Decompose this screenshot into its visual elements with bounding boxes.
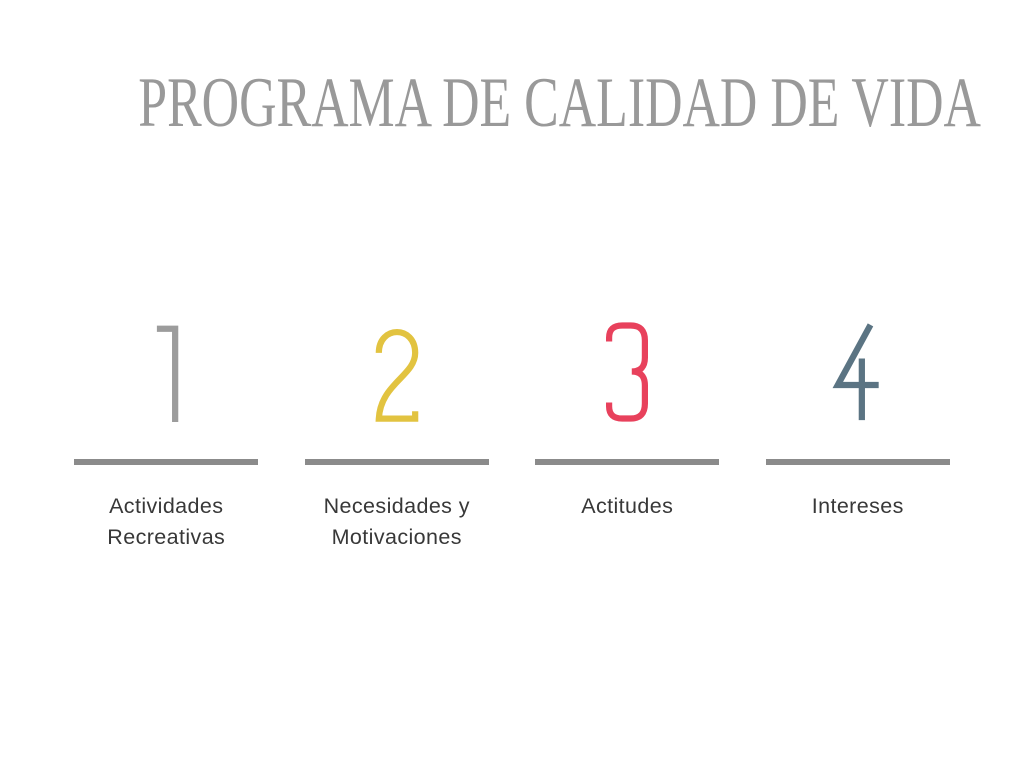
step-item-2: 2 Necesidades y Motivaciones (282, 322, 513, 553)
step-label-2: Necesidades y Motivaciones (323, 494, 470, 549)
step-label-4: Intereses (811, 494, 904, 518)
steps-row: 1 Actividades Recreativas 2 Necesidades … (51, 322, 973, 553)
step-label-3: Actitudes (581, 494, 674, 518)
slide-title: PROGRAMA DE CALIDAD DE VIDA (138, 63, 981, 142)
step-divider-3 (535, 459, 720, 465)
step-divider-4 (765, 459, 950, 465)
digit-2-glyph (375, 328, 419, 422)
digit-1-glyph (156, 325, 179, 422)
step-item-3: 3 Actitudes (512, 322, 743, 553)
step-item-4: 4 Intereses (743, 322, 974, 553)
step-number-3: 3 (606, 322, 649, 422)
step-divider-2 (304, 459, 489, 465)
digit-3-glyph (606, 322, 649, 422)
step-label-1: Actividades Recreativas (107, 494, 226, 549)
step-number-1: 1 (154, 322, 179, 422)
step-number-2: 2 (375, 322, 419, 422)
step-number-4: 4 (832, 322, 884, 422)
step-divider-1 (74, 459, 259, 465)
digit-4-glyph (832, 323, 879, 421)
step-item-1: 1 Actividades Recreativas (51, 322, 282, 553)
